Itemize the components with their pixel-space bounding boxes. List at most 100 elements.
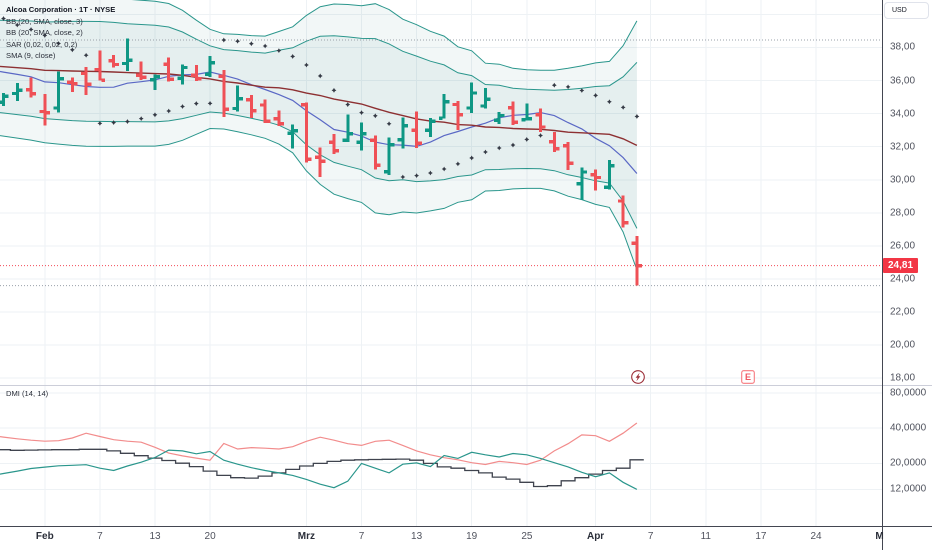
time-axis-label: 17 bbox=[755, 531, 767, 542]
bar-high-low bbox=[98, 50, 102, 81]
bar-close-tick bbox=[514, 120, 519, 124]
sar-dot bbox=[28, 27, 34, 32]
bar-open-tick bbox=[576, 182, 581, 186]
ohlc-bar bbox=[191, 65, 202, 81]
sar-dot bbox=[42, 33, 48, 38]
sar-dot bbox=[359, 110, 364, 116]
ohlc-bar bbox=[177, 64, 188, 85]
price-axis-label: 26,00 bbox=[890, 240, 916, 252]
bar-close-tick bbox=[473, 91, 477, 95]
sar-dot bbox=[166, 108, 172, 114]
sar-dot bbox=[221, 37, 227, 43]
sar-dot bbox=[111, 120, 117, 125]
bar-close-tick bbox=[197, 77, 202, 81]
ohlc-bar bbox=[25, 77, 37, 98]
bar-high-low bbox=[566, 142, 570, 170]
flash-event-icon[interactable] bbox=[631, 370, 645, 384]
bar-open-tick bbox=[521, 118, 526, 122]
currency-toggle-button[interactable]: USD bbox=[884, 2, 929, 19]
bar-high-low bbox=[112, 54, 116, 68]
sar-dot bbox=[235, 38, 240, 44]
ohlc-bar bbox=[0, 93, 9, 107]
bar-close-tick bbox=[321, 159, 326, 163]
sar-dot bbox=[620, 104, 626, 110]
dmi-axis-label: 20,0000 bbox=[890, 457, 927, 469]
bar-open-tick bbox=[149, 78, 154, 82]
sar-dot bbox=[579, 88, 585, 93]
bar-high-low bbox=[167, 57, 171, 82]
sar-dot bbox=[414, 173, 419, 179]
bollinger-fill bbox=[0, 0, 637, 270]
bar-high-low bbox=[552, 132, 556, 152]
ohlc-bar bbox=[604, 159, 615, 190]
bar-close-tick bbox=[583, 170, 587, 174]
time-axis-label: 20 bbox=[204, 531, 216, 542]
bar-close-tick bbox=[115, 62, 119, 67]
sar-dot bbox=[441, 166, 447, 172]
bar-open-tick bbox=[94, 67, 99, 72]
bar-open-tick bbox=[53, 106, 58, 110]
sar-dot bbox=[317, 73, 323, 79]
bar-close-tick bbox=[500, 113, 505, 118]
bar-high-low bbox=[277, 110, 281, 127]
time-axis-label: 24 bbox=[810, 531, 822, 542]
bar-open-tick bbox=[273, 117, 278, 121]
bar-high-low bbox=[208, 55, 212, 77]
bar-high-low bbox=[483, 87, 487, 109]
bar-close-tick bbox=[486, 97, 491, 101]
ohlc-bar bbox=[136, 61, 147, 81]
bar-high-low bbox=[70, 77, 74, 93]
bar-high-low bbox=[249, 95, 253, 118]
bar-high-low bbox=[401, 117, 405, 149]
bar-open-tick bbox=[535, 112, 539, 117]
bar-open-tick bbox=[204, 72, 209, 77]
bar-high-low bbox=[428, 117, 432, 137]
time-axis-label: 7 bbox=[358, 531, 365, 542]
bar-open-tick bbox=[163, 62, 168, 67]
price-axis-label: 20,00 bbox=[890, 339, 916, 351]
sar-dot bbox=[290, 54, 296, 59]
ohlc-bar bbox=[108, 54, 119, 68]
bar-high-low bbox=[15, 83, 19, 101]
sar-dot bbox=[483, 149, 488, 155]
bar-high-low bbox=[194, 65, 198, 81]
bar-close-tick bbox=[280, 121, 285, 126]
bar-high-low bbox=[511, 101, 515, 126]
ohlc-bar bbox=[12, 83, 23, 101]
ohlc-bar bbox=[342, 114, 353, 143]
bar-open-tick bbox=[411, 128, 416, 132]
bar-high-low bbox=[415, 111, 419, 148]
earnings-event-icon[interactable]: E bbox=[741, 370, 755, 384]
sar-dot bbox=[400, 174, 406, 180]
ohlc-bar bbox=[411, 111, 422, 148]
bar-close-tick bbox=[624, 221, 629, 225]
bar-close-tick bbox=[418, 141, 422, 145]
bar-high-low bbox=[139, 61, 143, 81]
indicator-legend-dmi[interactable]: DMI (14, 14) bbox=[6, 389, 49, 398]
time-axis-label: 7 bbox=[97, 531, 103, 542]
ohlc-bar bbox=[480, 87, 491, 109]
bar-high-low bbox=[236, 85, 240, 112]
ohlc-bar bbox=[273, 110, 285, 127]
earnings-icon-box bbox=[741, 370, 755, 384]
time-axis-label: 19 bbox=[466, 531, 478, 542]
bar-close-tick bbox=[335, 149, 340, 153]
bar-open-tick bbox=[631, 241, 636, 245]
bar-close-tick bbox=[184, 65, 188, 70]
price-axis-label: 34,00 bbox=[890, 108, 916, 120]
bar-high-low bbox=[387, 137, 391, 175]
bb2-lower-line bbox=[0, 111, 638, 229]
bar-high-low bbox=[57, 71, 61, 113]
sar-dot bbox=[427, 170, 433, 176]
bar-close-tick bbox=[211, 61, 216, 65]
bar-open-tick bbox=[80, 71, 85, 76]
price-axis-label: 24,00 bbox=[890, 273, 916, 285]
sar-dot bbox=[262, 43, 268, 49]
bar-high-low bbox=[222, 70, 226, 118]
sar-dot bbox=[593, 93, 599, 98]
ohlc-bar bbox=[452, 101, 464, 131]
ohlc-bar bbox=[328, 134, 340, 155]
bar-high-low bbox=[2, 93, 5, 107]
